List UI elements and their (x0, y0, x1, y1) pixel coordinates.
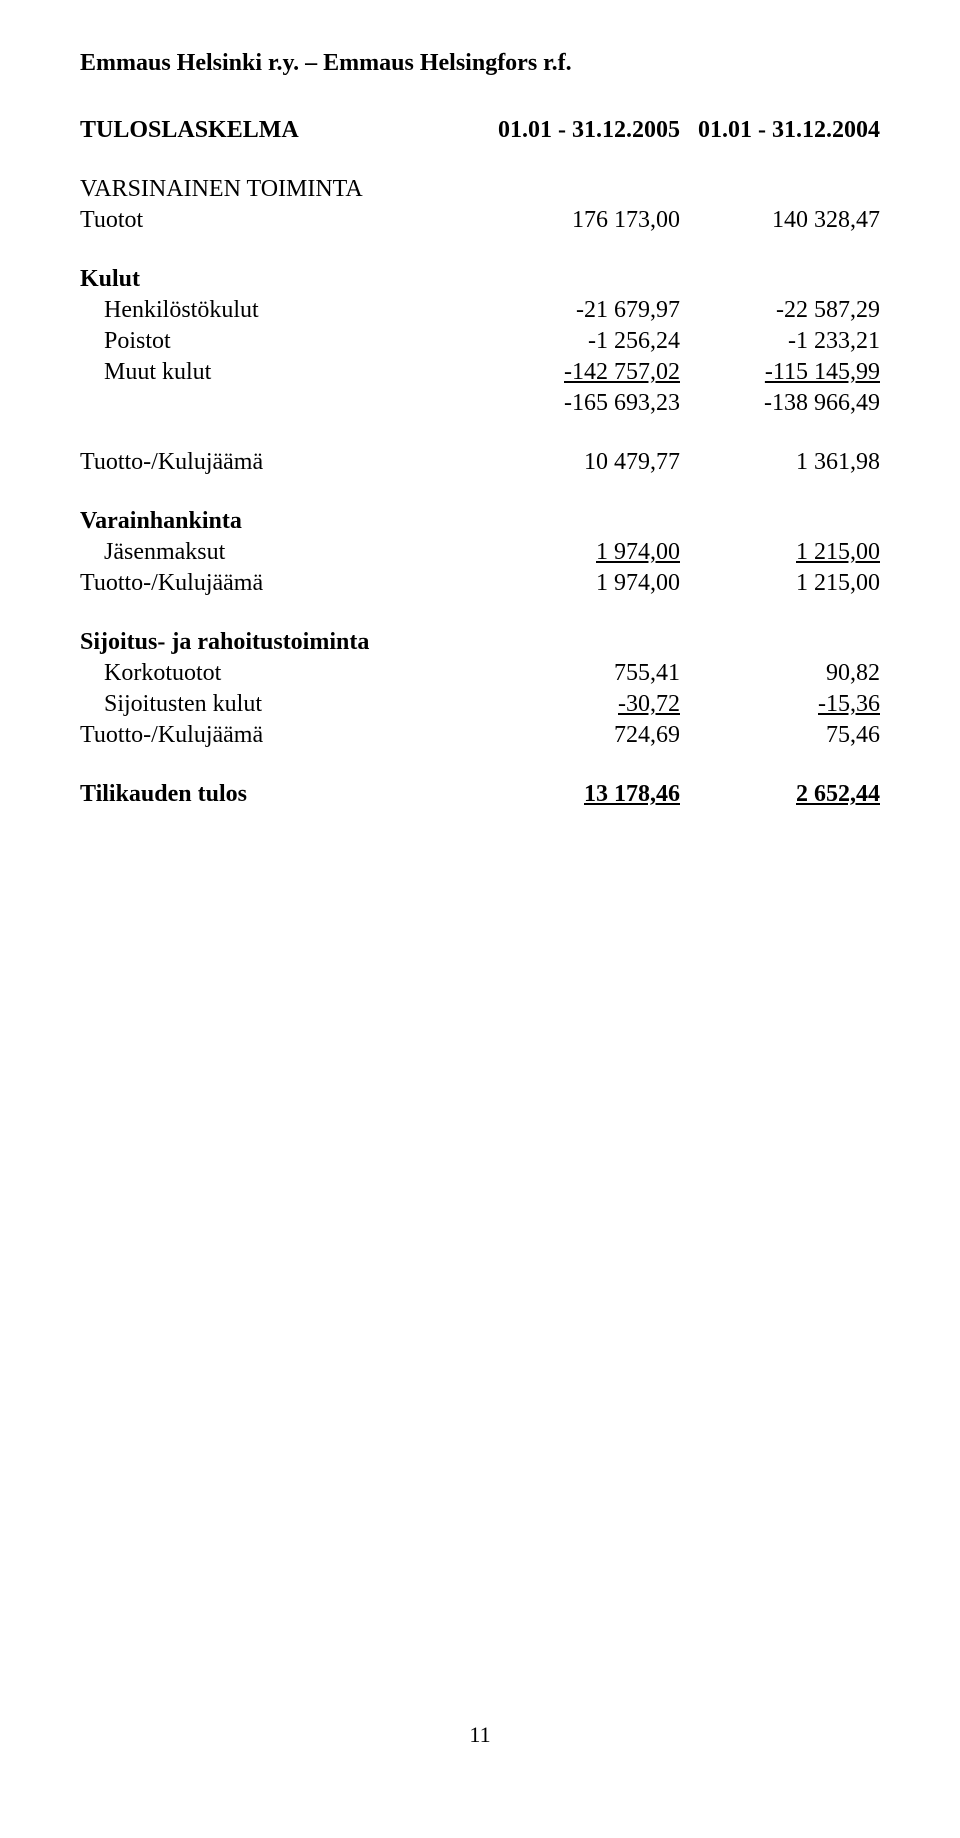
row-varainhankinta: Varainhankinta (80, 506, 880, 537)
row-jasenmaksut: Jäsenmaksut 1 974,00 1 215,00 (80, 537, 880, 568)
row-tk2: Tuotto-/Kulujäämä 1 974,00 1 215,00 (80, 568, 880, 599)
row-sijoitusten-kulut: Sijoitusten kulut -30,72 -15,36 (80, 689, 880, 720)
tk2-v2: 1 215,00 (680, 568, 880, 599)
kulut-label: Kulut (80, 264, 480, 295)
tulos-label: Tilikauden tulos (80, 779, 480, 810)
kulut-sum-v1: -165 693,23 (480, 388, 680, 419)
tk1-v1: 10 479,77 (480, 447, 680, 478)
korkotuotot-v1: 755,41 (480, 658, 680, 689)
header-period-1: 01.01 - 31.12.2005 (480, 115, 680, 146)
tk3-v2: 75,46 (680, 720, 880, 751)
muut-v1: -142 757,02 (564, 359, 680, 385)
tk3-label: Tuotto-/Kulujäämä (80, 720, 480, 751)
varainhankinta-label: Varainhankinta (80, 506, 480, 537)
row-korkotuotot: Korkotuotot 755,41 90,82 (80, 658, 880, 689)
muut-v2: -115 145,99 (765, 359, 880, 385)
poistot-label: Poistot (80, 326, 480, 357)
sijk-label: Sijoitusten kulut (80, 689, 480, 720)
tuotot-label: Tuotot (80, 205, 480, 236)
row-sijoitus: Sijoitus- ja rahoitustoiminta (80, 627, 880, 658)
tulos-v1: 13 178,46 (584, 781, 680, 807)
muut-label: Muut kulut (80, 357, 480, 388)
kulut-sum-v2: -138 966,49 (680, 388, 880, 419)
header-row: TULOSLASKELMA 01.01 - 31.12.2005 01.01 -… (80, 115, 880, 146)
tk1-v2: 1 361,98 (680, 447, 880, 478)
henkilosto-v1: -21 679,97 (480, 295, 680, 326)
header-label: TULOSLASKELMA (80, 115, 480, 146)
row-tk3: Tuotto-/Kulujäämä 724,69 75,46 (80, 720, 880, 751)
row-kulut-header: Kulut (80, 264, 880, 295)
jasenmaksut-v2: 1 215,00 (796, 539, 880, 565)
sijk-v2: -15,36 (818, 691, 880, 717)
varsinainen-label: VARSINAINEN TOIMINTA (80, 174, 480, 205)
jasenmaksut-v1: 1 974,00 (596, 539, 680, 565)
tk1-label: Tuotto-/Kulujäämä (80, 447, 480, 478)
section-varsinainen: VARSINAINEN TOIMINTA (80, 174, 880, 205)
sijk-v1: -30,72 (618, 691, 680, 717)
tuotot-v1: 176 173,00 (480, 205, 680, 236)
tulos-v2: 2 652,44 (796, 781, 880, 807)
korkotuotot-label: Korkotuotot (80, 658, 480, 689)
row-tk1: Tuotto-/Kulujäämä 10 479,77 1 361,98 (80, 447, 880, 478)
row-tuotot: Tuotot 176 173,00 140 328,47 (80, 205, 880, 236)
tuotot-v2: 140 328,47 (680, 205, 880, 236)
row-kulut-sum: -165 693,23 -138 966,49 (80, 388, 880, 419)
tk3-v1: 724,69 (480, 720, 680, 751)
row-muut: Muut kulut -142 757,02 -115 145,99 (80, 357, 880, 388)
document-title: Emmaus Helsinki r.y. – Emmaus Helsingfor… (80, 50, 880, 77)
henkilosto-label: Henkilöstökulut (80, 295, 480, 326)
financial-table: TULOSLASKELMA 01.01 - 31.12.2005 01.01 -… (80, 115, 880, 810)
row-tulos: Tilikauden tulos 13 178,46 2 652,44 (80, 779, 880, 810)
tk2-label: Tuotto-/Kulujäämä (80, 568, 480, 599)
poistot-v2: -1 233,21 (680, 326, 880, 357)
row-henkilosto: Henkilöstökulut -21 679,97 -22 587,29 (80, 295, 880, 326)
tk2-v1: 1 974,00 (480, 568, 680, 599)
henkilosto-v2: -22 587,29 (680, 295, 880, 326)
jasenmaksut-label: Jäsenmaksut (80, 537, 480, 568)
row-poistot: Poistot -1 256,24 -1 233,21 (80, 326, 880, 357)
korkotuotot-v2: 90,82 (680, 658, 880, 689)
header-period-2: 01.01 - 31.12.2004 (680, 115, 880, 146)
page-number: 11 (469, 1722, 490, 1748)
document-page: Emmaus Helsinki r.y. – Emmaus Helsingfor… (0, 0, 960, 1838)
sijoitus-label: Sijoitus- ja rahoitustoiminta (80, 627, 480, 658)
poistot-v1: -1 256,24 (480, 326, 680, 357)
